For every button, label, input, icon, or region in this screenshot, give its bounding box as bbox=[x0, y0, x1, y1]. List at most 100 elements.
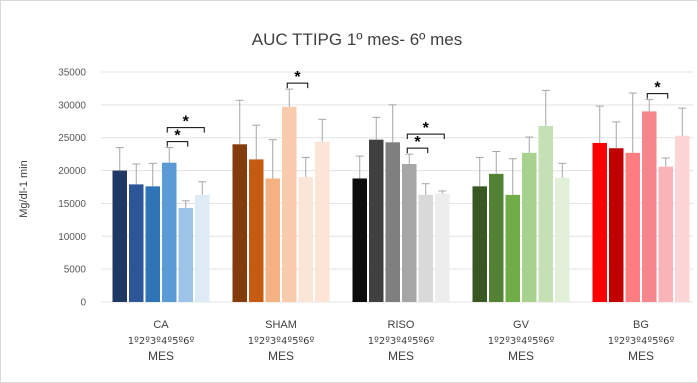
bar-riso-3 bbox=[385, 142, 400, 302]
bar-group-ca: ** bbox=[112, 114, 210, 302]
bar-ca-3 bbox=[145, 186, 160, 302]
bar-riso-5 bbox=[418, 194, 433, 302]
bar-riso-1 bbox=[352, 178, 367, 302]
bar-ca-2 bbox=[129, 184, 144, 302]
significance-bracket-sham-1: * bbox=[286, 69, 309, 89]
x-months-label: 1º2º3º4º5º6º bbox=[128, 336, 195, 347]
error-bar-ca-5 bbox=[181, 200, 190, 209]
x-mes-label: MES bbox=[628, 349, 654, 363]
significance-star: * bbox=[174, 128, 181, 145]
x-mes-label: MES bbox=[388, 349, 414, 363]
significance-bracket-riso-1: * bbox=[406, 134, 429, 154]
error-bar-ca-1 bbox=[115, 147, 124, 171]
chart-title: AUC TTIPG 1º mes- 6º mes bbox=[252, 30, 462, 49]
error-bar-gv-4 bbox=[525, 136, 534, 153]
significance-star: * bbox=[414, 134, 421, 151]
x-mes-label: MES bbox=[268, 349, 294, 363]
significance-bracket-ca-2: * bbox=[166, 114, 205, 133]
error-bar-bg-1 bbox=[595, 105, 604, 143]
error-bar-sham-3 bbox=[268, 139, 277, 179]
bar-bg-1 bbox=[592, 142, 607, 302]
bar-group-riso: ** bbox=[352, 104, 450, 302]
bar-ca-1 bbox=[112, 170, 127, 302]
x-months-label: 1º2º3º4º5º6º bbox=[608, 336, 675, 347]
significance-bracket-bg-1: * bbox=[646, 80, 669, 99]
error-bar-gv-1 bbox=[475, 156, 484, 187]
bar-sham-1 bbox=[232, 144, 247, 302]
bar-gv-6 bbox=[555, 177, 570, 302]
significance-star: * bbox=[423, 120, 430, 137]
bar-ca-6 bbox=[195, 194, 210, 302]
bar-group-gv bbox=[472, 89, 570, 302]
x-group-label-ca: CA bbox=[153, 319, 169, 331]
significance-star: * bbox=[294, 69, 301, 86]
bars: ****** bbox=[112, 69, 690, 302]
bar-bg-5 bbox=[658, 166, 673, 302]
x-months-label: 1º2º3º4º5º6º bbox=[488, 336, 555, 347]
error-bar-sham-5 bbox=[301, 156, 310, 178]
significance-star: * bbox=[183, 114, 190, 131]
error-bar-sham-2 bbox=[252, 124, 261, 160]
bar-group-bg: * bbox=[592, 80, 690, 302]
error-bar-gv-3 bbox=[508, 158, 517, 195]
bar-gv-2 bbox=[489, 173, 504, 302]
bar-bg-6 bbox=[675, 135, 690, 302]
error-bar-ca-6 bbox=[198, 181, 207, 195]
x-mes-label: MES bbox=[148, 349, 174, 363]
y-axis-label: Mg/dl-1 min bbox=[18, 160, 30, 217]
bar-riso-4 bbox=[402, 164, 417, 302]
x-group-label-gv: GV bbox=[513, 319, 530, 331]
bar-sham-2 bbox=[249, 159, 264, 302]
bar-ca-5 bbox=[178, 208, 193, 302]
y-axis-ticks: 0 5000 10000 15000 20000 25000 30000 35000 bbox=[58, 68, 86, 309]
error-bar-bg-5 bbox=[661, 157, 670, 167]
bar-riso-2 bbox=[369, 139, 384, 302]
bar-gv-5 bbox=[538, 125, 553, 302]
x-group-label-sham: SHAM bbox=[265, 319, 297, 331]
bar-gv-3 bbox=[505, 194, 520, 302]
bar-sham-6 bbox=[315, 141, 330, 302]
bar-gv-1 bbox=[472, 186, 487, 302]
significance-star: * bbox=[654, 80, 661, 97]
error-bar-gv-5 bbox=[541, 89, 550, 126]
error-bar-riso-5 bbox=[421, 183, 430, 195]
bar-sham-4 bbox=[282, 106, 297, 302]
error-bar-riso-1 bbox=[355, 155, 364, 179]
y-tick-label-1: 5000 bbox=[64, 265, 87, 276]
error-bar-ca-3 bbox=[148, 162, 157, 187]
x-mes-label: MES bbox=[508, 349, 534, 363]
bar-sham-3 bbox=[265, 178, 280, 302]
bar-bg-4 bbox=[642, 111, 657, 302]
error-bar-gv-6 bbox=[558, 162, 567, 178]
error-bar-bg-6 bbox=[678, 107, 687, 136]
y-tick-label-7: 35000 bbox=[58, 68, 86, 79]
x-months-label: 1º2º3º4º5º6º bbox=[248, 336, 315, 347]
y-tick-label-3: 15000 bbox=[58, 199, 86, 210]
y-tick-label-5: 25000 bbox=[58, 133, 86, 144]
significance-bracket-ca-1: * bbox=[166, 128, 189, 147]
y-tick-label-2: 10000 bbox=[58, 232, 86, 243]
error-bar-bg-4 bbox=[645, 99, 654, 112]
error-bar-ca-4 bbox=[165, 147, 174, 163]
error-bar-ca-2 bbox=[132, 163, 141, 185]
bar-gv-4 bbox=[522, 152, 537, 302]
y-tick-label-4: 20000 bbox=[58, 166, 86, 177]
error-bar-riso-2 bbox=[372, 116, 381, 140]
bar-bg-2 bbox=[609, 148, 624, 302]
x-group-label-riso: RISO bbox=[388, 319, 415, 331]
y-tick-label-0: 0 bbox=[80, 298, 86, 309]
x-group-label-bg: BG bbox=[633, 319, 649, 331]
bar-group-sham: * bbox=[232, 69, 330, 302]
significance-bracket-riso-2: * bbox=[406, 120, 445, 140]
y-tick-label-6: 30000 bbox=[58, 100, 86, 111]
error-bar-riso-4 bbox=[405, 153, 414, 164]
x-axis-labels: CA 1º2º3º4º5º6º MES SHAM 1º2º3º4º5º6º MES RISO… bbox=[128, 319, 675, 363]
error-bar-gv-2 bbox=[492, 151, 501, 174]
error-bar-riso-3 bbox=[388, 104, 397, 143]
bar-riso-6 bbox=[435, 193, 450, 302]
bar-bg-3 bbox=[625, 152, 640, 302]
error-bar-riso-6 bbox=[438, 190, 447, 194]
x-months-label: 1º2º3º4º5º6º bbox=[368, 336, 435, 347]
